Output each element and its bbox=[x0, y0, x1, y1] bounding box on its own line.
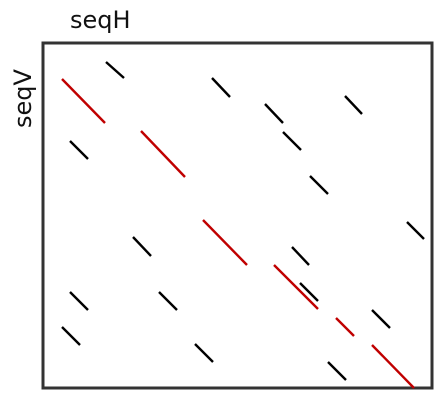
match-segment bbox=[291, 246, 310, 266]
match-segment bbox=[69, 140, 89, 160]
alignment-path-segment bbox=[273, 264, 319, 310]
match-segment bbox=[105, 61, 125, 79]
match-segment bbox=[309, 175, 329, 195]
match-segment bbox=[371, 309, 391, 329]
match-segment bbox=[158, 291, 178, 311]
match-segment bbox=[327, 361, 347, 381]
alignment-path-segment bbox=[202, 219, 248, 266]
alignment-path-segment bbox=[371, 344, 415, 389]
match-segment bbox=[406, 221, 425, 240]
match-segment bbox=[69, 291, 89, 311]
match-segment bbox=[344, 95, 363, 115]
vertical-sequence-label: seqV bbox=[9, 68, 37, 128]
alignment-path-segment bbox=[61, 78, 106, 124]
match-segment bbox=[194, 343, 214, 363]
match-segment bbox=[282, 131, 302, 151]
alignment-path-segment bbox=[335, 317, 355, 337]
match-segment bbox=[299, 282, 319, 302]
horizontal-sequence-label: seqH bbox=[70, 6, 131, 34]
match-segment bbox=[61, 326, 81, 346]
match-segment bbox=[132, 236, 152, 257]
match-segments bbox=[61, 61, 425, 381]
match-segment bbox=[211, 77, 231, 98]
match-segment bbox=[264, 103, 284, 124]
alignment-path bbox=[61, 78, 415, 389]
plot-frame bbox=[41, 41, 434, 390]
alignment-path-segment bbox=[140, 130, 186, 178]
